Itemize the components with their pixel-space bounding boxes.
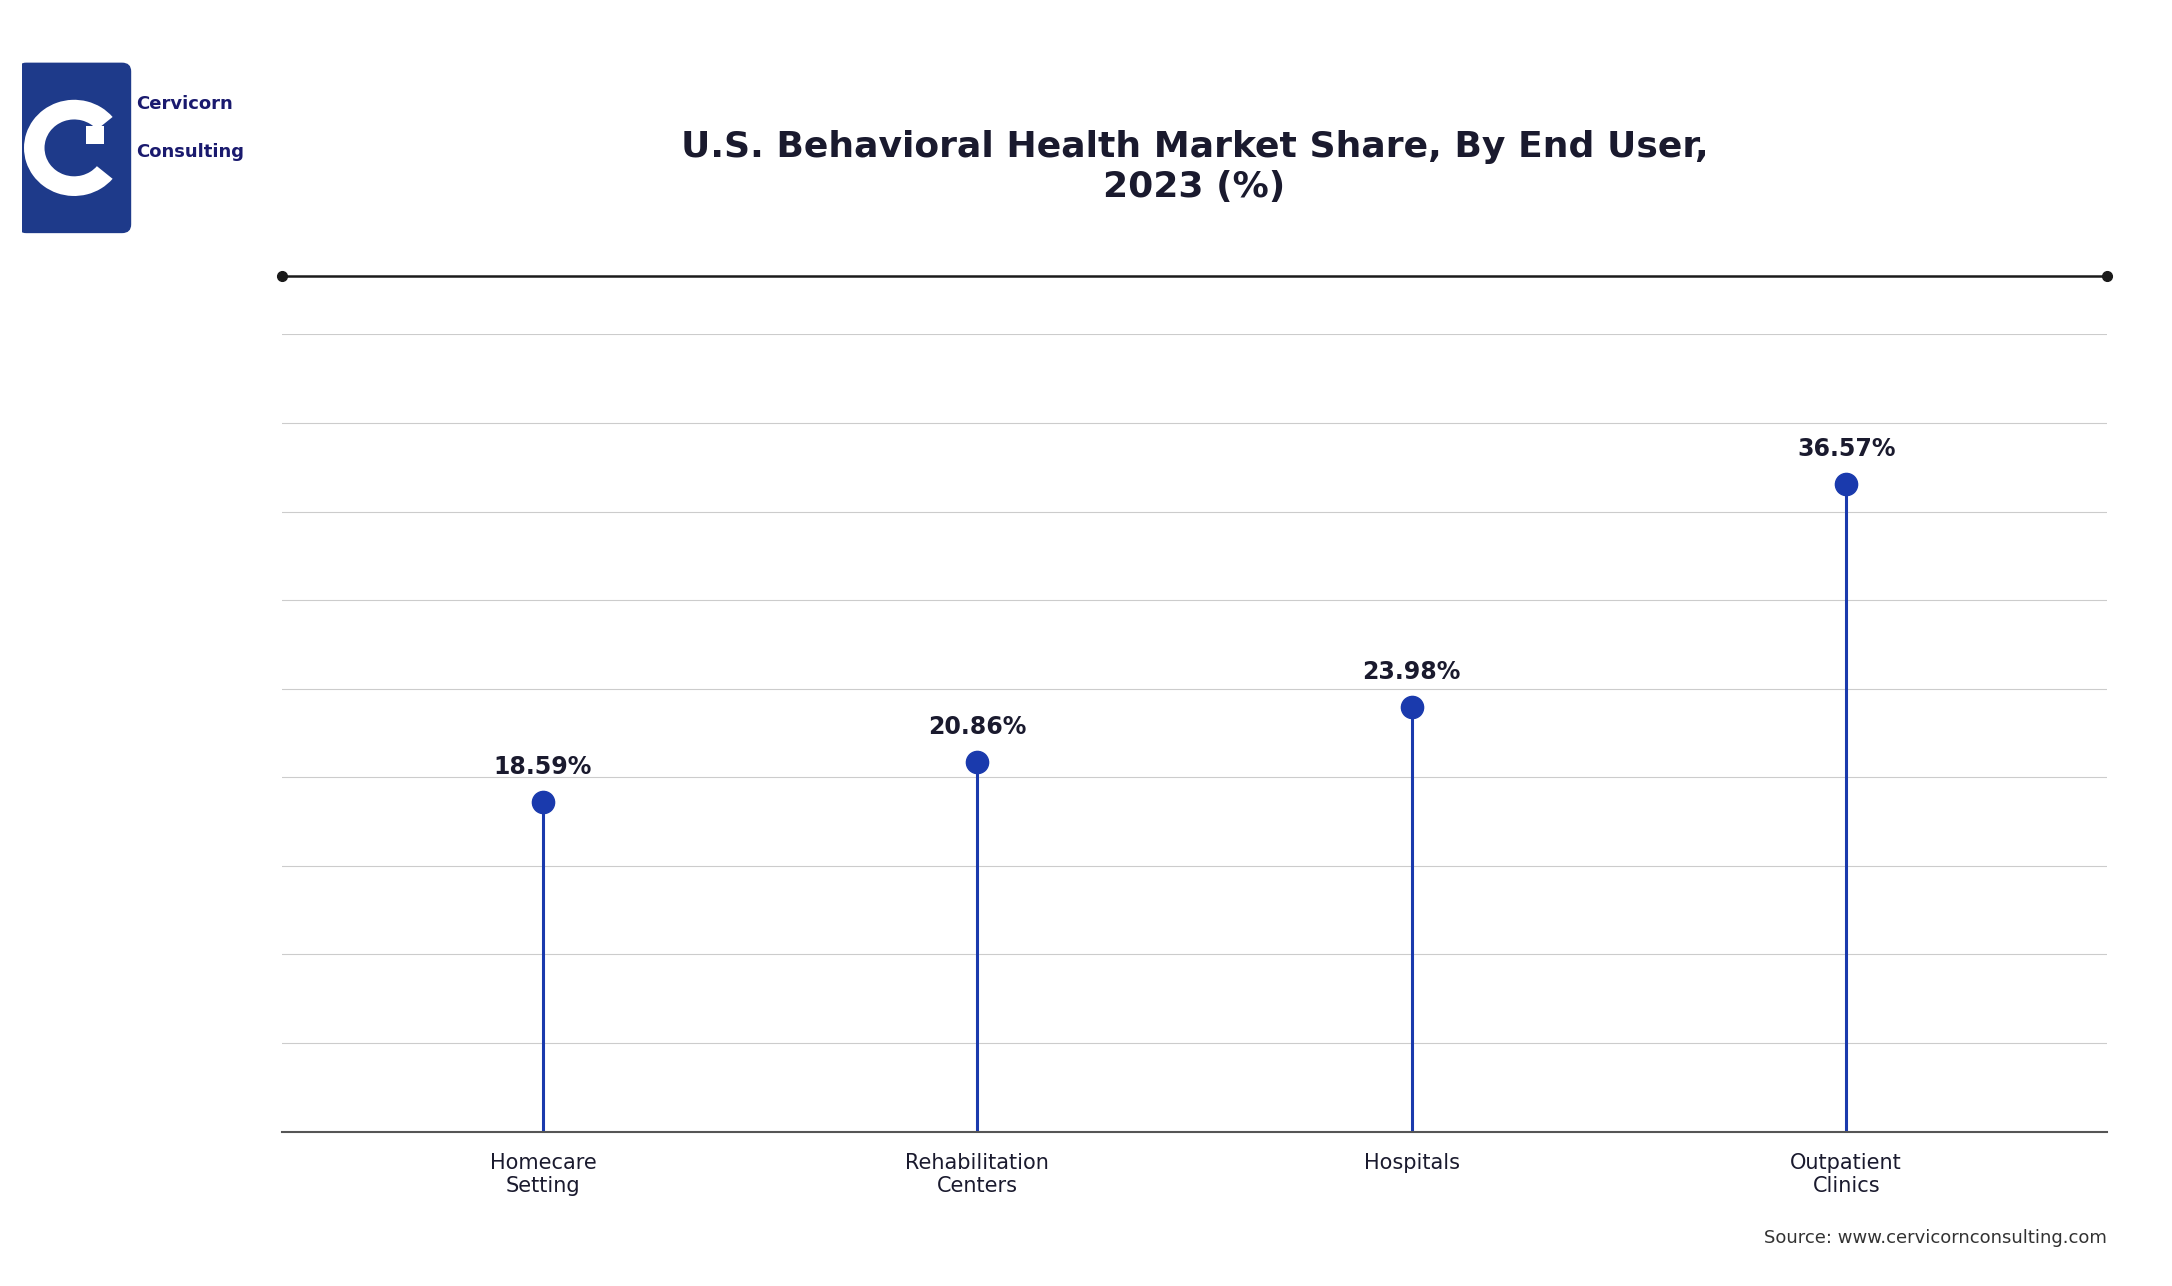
Text: Source: www.cervicornconsulting.com: Source: www.cervicornconsulting.com — [1764, 1229, 2107, 1247]
FancyBboxPatch shape — [85, 126, 104, 144]
Wedge shape — [24, 100, 113, 195]
Text: 20.86%: 20.86% — [927, 715, 1027, 739]
Text: 18.59%: 18.59% — [493, 755, 593, 779]
FancyBboxPatch shape — [17, 63, 130, 233]
Text: 36.57%: 36.57% — [1796, 437, 1896, 460]
Text: 23.98%: 23.98% — [1362, 660, 1462, 684]
Text: Cervicorn: Cervicorn — [135, 95, 232, 113]
Text: U.S. Behavioral Health Market Share, By End User,
2023 (%): U.S. Behavioral Health Market Share, By … — [680, 130, 1709, 204]
Text: Consulting: Consulting — [135, 143, 243, 161]
FancyBboxPatch shape — [106, 126, 124, 144]
